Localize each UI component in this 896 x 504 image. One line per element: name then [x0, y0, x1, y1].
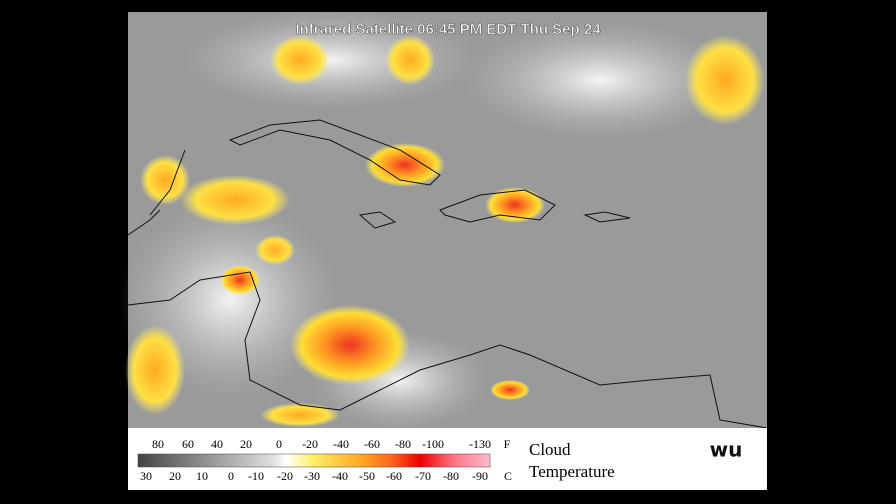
- celsius-label: -40: [332, 469, 348, 483]
- fahrenheit-label: 80: [152, 437, 164, 451]
- fahrenheit-label: -20: [302, 437, 318, 451]
- celsius-label: -10: [248, 469, 264, 483]
- fahrenheit-label: -130: [469, 437, 491, 451]
- celsius-label: -70: [415, 469, 431, 483]
- celsius-label: -80: [443, 469, 459, 483]
- celsius-label: -90: [472, 469, 488, 483]
- color-scale: [137, 453, 491, 468]
- unit-label: F: [504, 437, 511, 451]
- fahrenheit-label: -80: [395, 437, 411, 451]
- celsius-label: -50: [359, 469, 375, 483]
- celsius-label: 20: [169, 469, 181, 483]
- celsius-label: 30: [140, 469, 152, 483]
- satellite-image: [120, 10, 768, 430]
- celsius-label: 10: [196, 469, 208, 483]
- fahrenheit-label: 20: [240, 437, 252, 451]
- fahrenheit-label: 60: [182, 437, 194, 451]
- celsius-label: -60: [386, 469, 402, 483]
- map-title: Infrared Satellite 06:45 PM EDT Thu Sep …: [295, 21, 601, 38]
- legend-title: Cloud: [529, 440, 571, 459]
- fahrenheit-label: -60: [364, 437, 380, 451]
- celsius-label: 0: [228, 469, 234, 483]
- fahrenheit-label: 40: [211, 437, 223, 451]
- logo: wu: [710, 438, 743, 462]
- celsius-label: -20: [277, 469, 293, 483]
- celsius-label: -30: [304, 469, 320, 483]
- unit-label: C: [504, 469, 512, 483]
- fahrenheit-label: -40: [333, 437, 349, 451]
- legend-title: Temperature: [529, 462, 615, 481]
- fahrenheit-label: -100: [422, 437, 444, 451]
- fahrenheit-label: 0: [276, 437, 282, 451]
